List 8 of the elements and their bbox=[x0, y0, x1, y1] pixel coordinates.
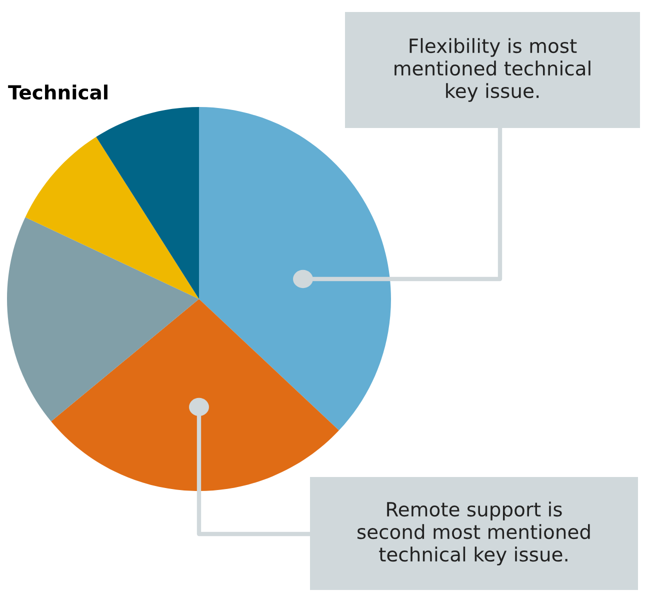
pie-slice bbox=[7, 217, 199, 422]
pie-slice bbox=[25, 136, 199, 299]
pie-slice bbox=[51, 299, 339, 491]
pie-slice bbox=[96, 107, 199, 299]
text: Remote support is second most mentioned technical key issue. bbox=[358, 502, 590, 566]
chart-title: Technical bbox=[8, 84, 108, 100]
text: Flexibility is most mentioned technical key issue. bbox=[394, 38, 590, 102]
pie-slice bbox=[199, 107, 391, 430]
